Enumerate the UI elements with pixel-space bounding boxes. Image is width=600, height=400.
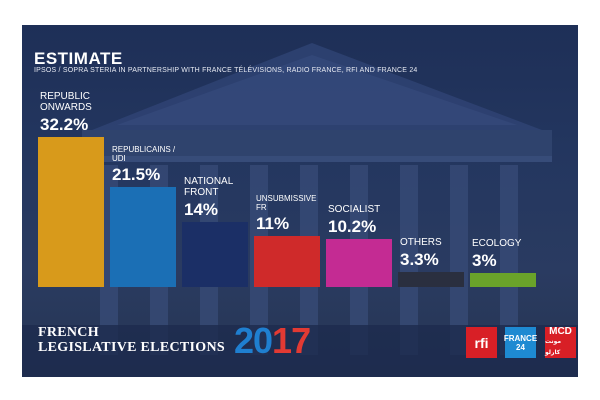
france24-logo: FRANCE 24	[503, 327, 538, 358]
bar-3	[182, 221, 248, 287]
bar-label-5: SOCIALIST	[328, 204, 381, 216]
bar-label-1: REPUBLIC ONWARDS	[40, 91, 92, 113]
bar-label-2: REPUBLICAINS / UDI	[112, 144, 176, 163]
bar-value-6: 3.3%	[400, 249, 439, 269]
bar-chart: 32.2% REPUBLIC ONWARDS 21.5% REPUBLICAINS /…	[22, 25, 578, 377]
mcd-logo-arabic: مونت كارلو	[545, 339, 562, 356]
bar-value-3: 14%	[184, 199, 219, 219]
bar-value-7: 3%	[472, 251, 497, 271]
bar-label-3: NATIONAL FRONT	[184, 175, 233, 198]
chart-title: ESTIMATE	[34, 49, 123, 68]
france24-logo-line2: 24	[516, 342, 525, 352]
footer-year: 2017	[234, 320, 311, 361]
bar-7	[470, 273, 536, 287]
bar-value-4: 11%	[256, 213, 290, 233]
year-part2: 17	[272, 320, 311, 361]
rfi-logo: rfi	[466, 327, 497, 358]
rfi-logo-text: rfi	[474, 334, 489, 351]
bar-value-2: 21.5%	[112, 164, 161, 184]
year-part1: 20	[234, 320, 273, 361]
bar-4	[254, 235, 320, 287]
mcd-logo: MCD مونت كارلو	[545, 326, 576, 358]
bar-6	[398, 271, 464, 287]
footer-title: FRENCH LEGISLATIVE ELECTIONS	[38, 325, 225, 355]
france24-logo-line1: FRANCE	[503, 333, 538, 343]
election-graphic: ESTIMATE IPSOS / SOPRA STERIA IN PARTNER…	[22, 25, 578, 377]
mcd-logo-text: MCD	[549, 326, 572, 337]
bar-1	[38, 137, 104, 287]
bar-label-7: ECOLOGY	[472, 238, 522, 250]
bar-2	[110, 186, 176, 287]
footer-title-line1: FRENCH	[38, 325, 99, 340]
bar-label-4: UNSUBMISSIVE FR	[256, 193, 317, 212]
bar-value-1: 32.2%	[40, 115, 89, 134]
footer-title-line2: LEGISLATIVE ELECTIONS	[38, 340, 225, 355]
bar-value-5: 10.2%	[328, 217, 377, 237]
chart-subtitle: IPSOS / SOPRA STERIA IN PARTNERSHIP WITH…	[34, 67, 418, 74]
bar-5	[326, 239, 392, 287]
bar-label-6: OTHERS	[400, 236, 442, 248]
